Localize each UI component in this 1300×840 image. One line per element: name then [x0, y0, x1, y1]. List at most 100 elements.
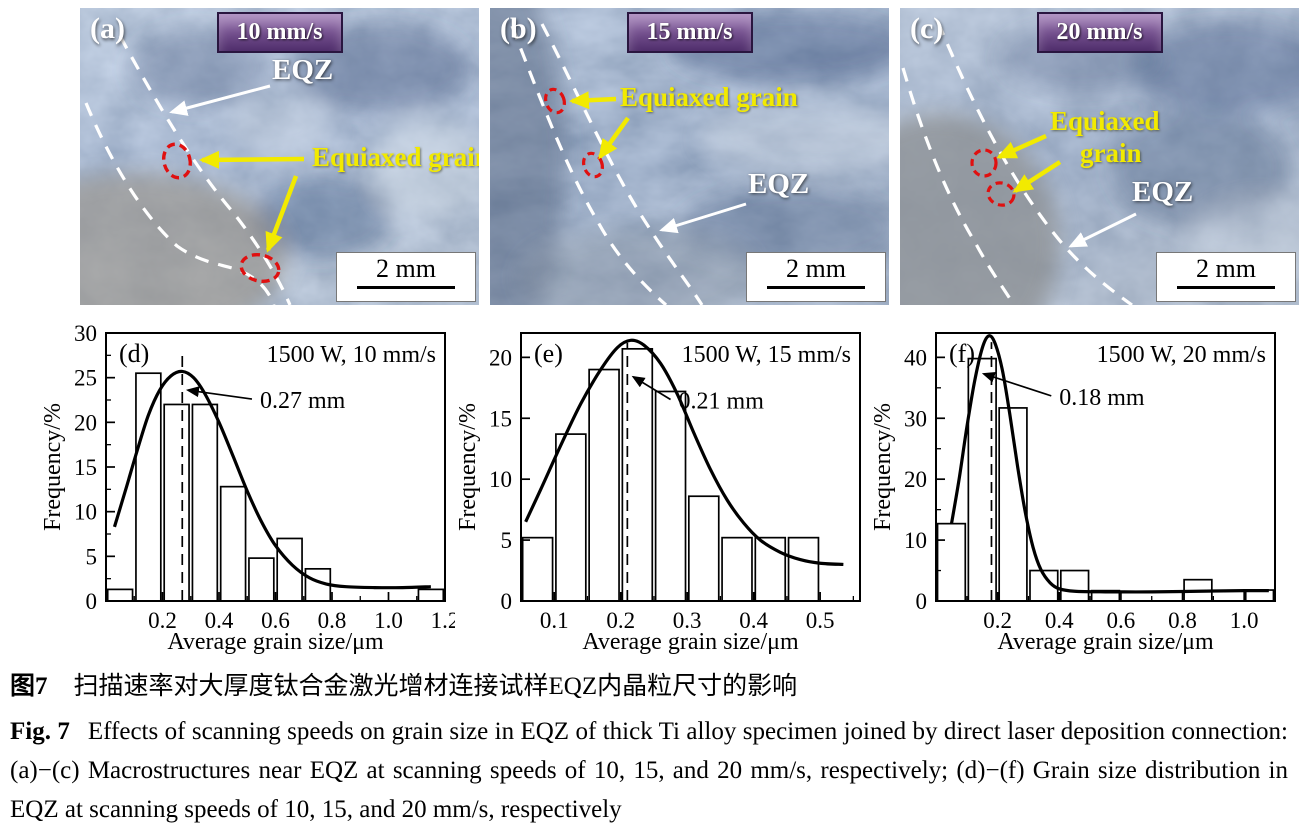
y-tick-label: 10: [74, 500, 97, 525]
speed-badge: 15 mm/s: [626, 12, 753, 53]
grain-arrow: [569, 91, 617, 110]
condition-label: 1500 W, 10 mm/s: [267, 342, 436, 368]
caption-en-figure-number: Fig. 7: [10, 718, 70, 745]
histogram-bar: [106, 588, 134, 602]
caption-cn-figure-number: 图7: [10, 673, 48, 700]
histogram-bar: [219, 485, 247, 602]
eqz-arrow: [1068, 212, 1137, 248]
micrograph-b: [490, 8, 889, 305]
y-tick-label: 25: [74, 366, 97, 391]
equiaxed-grain-outline: [581, 151, 605, 179]
mean-annotation-arrow: [185, 386, 253, 400]
caption-english: Fig. 7 Effects of scanning speeds on grai…: [10, 712, 1288, 829]
eqz-boundary-line: [510, 25, 668, 305]
histogram-f: 0.2 0.4 0.6 0.8 1.0 0 10 20 30 40 Average grain si…: [870, 320, 1285, 665]
panel-label-a: (a): [90, 12, 125, 45]
eqz-arrow: [659, 202, 747, 234]
speed-badge-text: 15 mm/s: [646, 19, 733, 45]
panel-label-c: (c): [910, 12, 944, 45]
caption-cn-text: 扫描速率对大厚度钛合金激光增材连接试样EQZ内晶粒尺寸的影响: [73, 673, 798, 700]
scale-bar-text: 2 mm: [1196, 254, 1256, 283]
x-tick-label: 0.5: [806, 608, 835, 633]
mean-annotation: 0.27 mm: [260, 388, 346, 414]
grain-arrow: [1012, 160, 1062, 193]
y-tick-label: 5: [86, 544, 98, 569]
mean-annotation: 0.21 mm: [679, 389, 765, 415]
histogram-bar: [936, 522, 967, 602]
y-tick-label: 10: [489, 467, 512, 492]
equiaxed-grain-outline: [161, 142, 193, 180]
histogram-bar: [135, 372, 162, 602]
histogram-bar: [687, 495, 720, 602]
histogram-bar: [163, 403, 190, 602]
eqz-boundary-line: [540, 23, 704, 305]
x-tick-label: 0.6: [261, 608, 290, 633]
mean-annotation: 0.18 mm: [1059, 385, 1145, 411]
condition-label: 1500 W, 20 mm/s: [1097, 342, 1266, 368]
eqz-arrow: [169, 84, 271, 116]
eqz-label: EQZ: [1132, 176, 1194, 208]
histogram-bar: [588, 368, 620, 602]
scale-bar-line: [357, 286, 455, 289]
y-tick-label: 20: [74, 410, 97, 435]
y-tick-label: 10: [904, 528, 927, 553]
x-tick-label: 0.8: [1168, 608, 1197, 633]
x-axis-label: Average grain size/μm: [997, 629, 1214, 655]
histogram-d-svg: 0.2 0.4 0.6 0.8 1.0 1.2 0 5 10 15 20 25 30 Average gr…: [40, 321, 455, 655]
equiaxed-grain-label-line2: grain: [1080, 138, 1142, 168]
histogram-bar: [191, 403, 219, 602]
mean-annotation-arrow: [631, 375, 671, 401]
eqz-boundary-line: [936, 21, 1133, 305]
caption-chinese: 图7 扫描速率对大厚度钛合金激光增材连接试样EQZ内晶粒尺寸的影响: [10, 668, 1288, 706]
speed-badge-text: 10 mm/s: [236, 19, 323, 45]
histogram-f-svg: 0.2 0.4 0.6 0.8 1.0 0 10 20 30 40 Average grain si…: [870, 332, 1276, 655]
eqz-boundary-line: [118, 35, 292, 305]
eqz-boundary-line: [901, 67, 1016, 305]
caption-en-text: Effects of scanning speeds on grain size…: [10, 718, 1288, 823]
y-axis-label: Frequency/%: [40, 403, 66, 531]
panel-label: (e): [534, 339, 563, 368]
macro-image-20mms: (c) 20 mm/s EQZ Equiaxed grain 2 mm: [900, 8, 1299, 305]
equiaxed-grain-outline: [543, 87, 567, 115]
y-axis-label: Frequency/%: [455, 403, 481, 531]
fit-curve: [524, 338, 844, 567]
panel-label-b: (b): [500, 12, 537, 45]
y-tick-label: 20: [904, 467, 927, 492]
x-tick-label: 1.0: [1230, 608, 1259, 633]
equiaxed-grain-outline: [986, 181, 1016, 207]
scale-bar-line: [767, 286, 865, 289]
y-tick-label: 30: [74, 321, 97, 346]
histogram-d: 0.2 0.4 0.6 0.8 1.0 1.2 0 5 10 15 20 25 30 Average gr…: [40, 320, 455, 665]
scale-bar-text: 2 mm: [376, 254, 436, 283]
histogram-bar: [721, 536, 753, 602]
y-tick-label: 0: [501, 589, 513, 614]
histogram-bar: [521, 536, 554, 602]
histogram-bar: [787, 536, 820, 602]
fit-curve: [949, 334, 1269, 594]
x-tick-label: 0.2: [148, 608, 177, 633]
y-tick-label: 5: [501, 528, 513, 553]
histogram-bar: [1059, 569, 1090, 602]
fit-curve: [112, 369, 431, 590]
speed-badge: 20 mm/s: [1036, 12, 1163, 53]
eqz-label: EQZ: [272, 54, 334, 86]
speed-badge: 10 mm/s: [216, 12, 343, 53]
x-tick-label: 0.4: [739, 608, 768, 633]
panel-label: (d): [119, 339, 149, 368]
histogram-bar: [555, 433, 587, 602]
grain-arrow: [996, 133, 1047, 160]
mean-annotation-arrow: [981, 371, 1052, 397]
y-tick-label: 40: [904, 345, 927, 370]
y-axis-label: Frequency/%: [870, 403, 896, 531]
y-tick-label: 0: [916, 589, 928, 614]
histogram-e: 0.1 0.2 0.3 0.4 0.5 0 5 10 15 20 Average grain siz…: [455, 320, 870, 665]
scale-bar: 2 mm: [746, 252, 886, 302]
x-tick-label: 1.0: [374, 608, 403, 633]
eqz-boundary-line: [84, 102, 276, 305]
scale-bar: 2 mm: [1156, 252, 1296, 302]
micrograph-a: [80, 8, 479, 305]
scale-bar-line: [1177, 286, 1275, 289]
scale-bar-text: 2 mm: [786, 254, 846, 283]
plot-frame: [935, 332, 1276, 602]
